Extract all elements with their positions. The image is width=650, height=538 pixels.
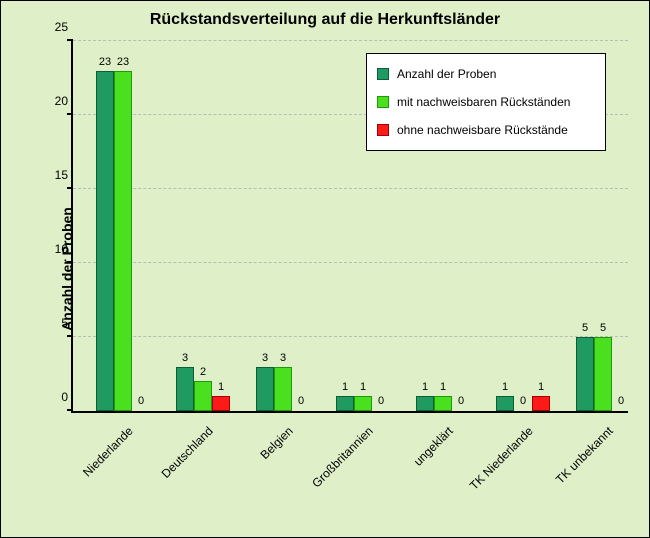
bar-value-label: 0 (298, 395, 304, 407)
legend-item: ohne nachweisbare Rückstände (377, 116, 595, 144)
y-tick (67, 39, 73, 41)
bar-value-label: 1 (502, 381, 508, 393)
y-tick-label: 15 (43, 168, 68, 182)
bar: 5 (594, 337, 612, 411)
bar-value-label: 1 (440, 381, 446, 393)
bar: 1 (354, 396, 372, 411)
legend-swatch (377, 96, 389, 108)
bar-group: 330 (256, 367, 310, 411)
y-tick (67, 409, 73, 411)
bar-value-label: 1 (360, 381, 366, 393)
y-tick (67, 335, 73, 337)
legend-label: mit nachweisbaren Rückständen (397, 95, 570, 109)
bar-group: 110 (416, 396, 470, 411)
x-tick-label: Niederlande (80, 424, 136, 480)
bar-value-label: 5 (582, 322, 588, 334)
legend-item: Anzahl der Proben (377, 60, 595, 88)
y-tick (67, 261, 73, 263)
x-tick-label: TK Niederlande (467, 424, 536, 493)
y-tick-label: 25 (43, 20, 68, 34)
bar: 23 (96, 71, 114, 411)
bar: 3 (256, 367, 274, 411)
x-tick-label: TK unbekannt (553, 424, 616, 487)
bar: 1 (532, 396, 550, 411)
y-tick-label: 0 (43, 390, 68, 404)
bar-value-label: 2 (200, 366, 206, 378)
grid-line (73, 262, 628, 263)
grid-line (73, 188, 628, 189)
bar-value-label: 0 (458, 395, 464, 407)
y-tick-label: 10 (43, 242, 68, 256)
bar-value-label: 0 (520, 395, 526, 407)
y-tick (67, 113, 73, 115)
x-tick-label: Großbritannien (309, 424, 376, 491)
bar: 1 (336, 396, 354, 411)
bar-value-label: 0 (618, 395, 624, 407)
legend-swatch (377, 124, 389, 136)
bar: 23 (114, 71, 132, 411)
bar-value-label: 1 (218, 381, 224, 393)
y-tick-label: 5 (43, 316, 68, 330)
y-tick-label: 20 (43, 94, 68, 108)
bar-value-label: 3 (182, 352, 188, 364)
bar: 1 (496, 396, 514, 411)
bar-value-label: 1 (342, 381, 348, 393)
legend: Anzahl der Proben mit nachweisbaren Rücks… (366, 53, 606, 151)
bar: 1 (434, 396, 452, 411)
bar-value-label: 3 (262, 352, 268, 364)
legend-label: Anzahl der Proben (397, 67, 496, 81)
bar-value-label: 5 (600, 322, 606, 334)
bar-group: 550 (576, 337, 630, 411)
grid-line (73, 40, 628, 41)
legend-item: mit nachweisbaren Rückständen (377, 88, 595, 116)
bar: 5 (576, 337, 594, 411)
x-tick-label: Deutschland (159, 424, 216, 481)
bar: 1 (416, 396, 434, 411)
chart-title: Rückstandsverteilung auf die Herkunftslä… (1, 11, 649, 29)
bar-value-label: 23 (117, 56, 129, 68)
x-tick-label: ungeklärt (411, 424, 456, 469)
legend-swatch (377, 68, 389, 80)
chart-container: Rückstandsverteilung auf die Herkunftslä… (0, 0, 650, 538)
bar-value-label: 0 (378, 395, 384, 407)
bar: 1 (212, 396, 230, 411)
bar: 2 (194, 381, 212, 411)
bar-value-label: 0 (138, 395, 144, 407)
x-tick-label: Belgien (258, 424, 296, 462)
bar-group: 110 (336, 396, 390, 411)
bar-group: 321 (176, 367, 230, 411)
bar-value-label: 23 (99, 56, 111, 68)
grid-line (73, 336, 628, 337)
bar-value-label: 3 (280, 352, 286, 364)
bar: 3 (176, 367, 194, 411)
bar-value-label: 1 (538, 381, 544, 393)
legend-label: ohne nachweisbare Rückstände (397, 123, 568, 137)
y-tick (67, 187, 73, 189)
bar-group: 2323 0 (96, 71, 150, 411)
bar: 3 (274, 367, 292, 411)
bar-group: 101 (496, 396, 550, 411)
bar-value-label: 1 (422, 381, 428, 393)
